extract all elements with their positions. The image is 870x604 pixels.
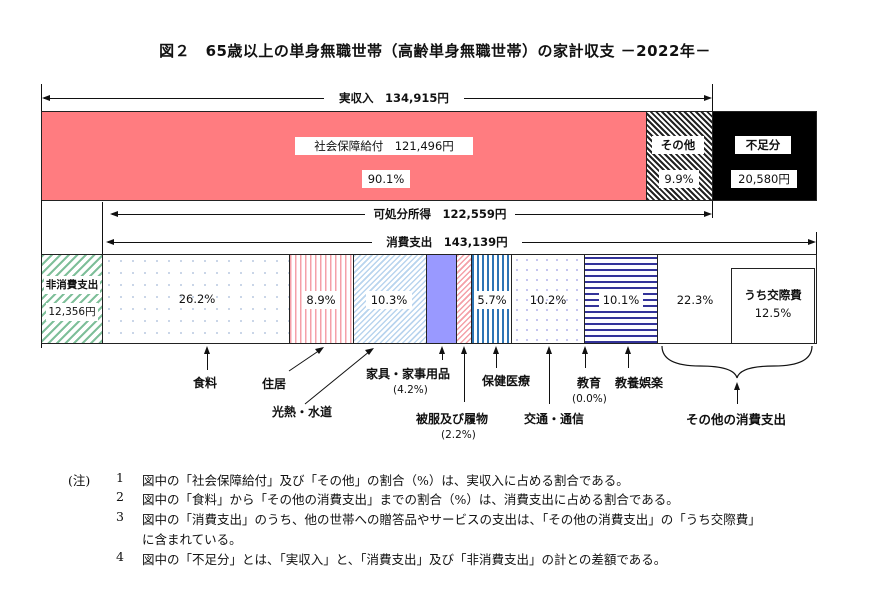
- social-expenses-pct: 12.5%: [742, 304, 804, 322]
- arrow-up-icon: [625, 346, 631, 354]
- medical-pointer: [496, 350, 497, 368]
- clothing-pct: (2.2%): [441, 429, 476, 441]
- arrow-up-icon: [439, 346, 445, 354]
- consumption-label: 消費支出 143,139円: [372, 233, 522, 251]
- education-pointer: [585, 350, 586, 368]
- arrow-left-icon: [42, 95, 50, 101]
- arrow-up-icon: [582, 346, 588, 354]
- deficit-amount: 20,580円: [731, 170, 797, 188]
- non-consumption-label: 非消費支出: [44, 276, 100, 294]
- arrow-right-icon: [704, 211, 712, 217]
- clothing-pointer: [464, 350, 465, 402]
- furniture-label: 家具・家事用品: [366, 367, 451, 381]
- arrow-right-icon: [808, 239, 816, 245]
- arrow-left-icon: [110, 211, 118, 217]
- non-consumption-amount: 12,356円: [46, 303, 98, 321]
- note-2-text: 図中の「食料」から「その他の消費支出」までの割合（%）は、消費支出に占める割合で…: [142, 492, 679, 507]
- deficit-label: 不足分: [735, 136, 791, 154]
- food-pct: 26.2%: [178, 292, 216, 306]
- transport-pct: 10.2%: [529, 293, 567, 307]
- income-left-tick: [41, 84, 42, 111]
- medical-label: 保健医療: [482, 374, 531, 388]
- segment-transport: [511, 254, 585, 344]
- food-label: 食料: [193, 376, 218, 390]
- segment-non-consumption: [41, 254, 103, 344]
- medical-pct: 5.7%: [475, 291, 509, 309]
- other-consumption-label: その他の消費支出: [686, 412, 787, 427]
- note-1-text: 図中の「社会保障給付」及び「その他」の割合（%）は、実収入に占める割合である。: [142, 473, 629, 488]
- note-3-num: 3: [116, 509, 124, 524]
- arrow-up-icon: [461, 346, 467, 354]
- social-security-pct: 90.1%: [362, 170, 410, 188]
- recreation-pointer: [628, 350, 629, 368]
- disposable-income-label: 可処分所得 122,559円: [365, 205, 515, 223]
- other-consumption-pointer: [737, 388, 738, 404]
- utilities-pct: 10.3%: [366, 291, 412, 309]
- utilities-label: 光熱・水道: [272, 405, 333, 419]
- furniture-pointer: [442, 350, 443, 360]
- housing-pct: 8.9%: [302, 291, 340, 309]
- chart-title: 図２ 65歳以上の単身無職世帯（高齢単身無職世帯）の家計収支 －2022年－: [159, 42, 711, 60]
- housing-label: 住居: [262, 377, 287, 391]
- segment-food: [102, 254, 290, 344]
- segment-furniture: [426, 254, 457, 344]
- arrow-up-icon: [204, 346, 210, 354]
- arrow-up-icon: [546, 346, 552, 354]
- note-4-num: 4: [116, 549, 124, 564]
- recreation-label: 教養娯楽: [615, 376, 664, 390]
- arrow-right-icon: [704, 95, 712, 101]
- clothing-label: 被服及び履物: [416, 412, 489, 426]
- note-1-num: 1: [116, 470, 124, 485]
- note-3-cont: に含まれている。: [142, 532, 242, 547]
- arrow-up-icon: [734, 382, 740, 390]
- transport-pointer: [549, 350, 550, 404]
- social-expenses-label: うち交際費: [736, 286, 810, 304]
- note-3-text: 図中の「消費支出」のうち、他の世帯への贈答品やサービスの支出は、「その他の消費支…: [142, 512, 761, 527]
- social-security-label: 社会保障給付 121,496円: [295, 137, 473, 155]
- income-total-label: 実収入 134,915円: [324, 89, 464, 107]
- transport-label: 交通・通信: [524, 412, 585, 426]
- food-pointer: [207, 350, 208, 370]
- note-4-text: 図中の「不足分」とは、「実収入」と、「消費支出」及び「非消費支出」の計との差額で…: [142, 552, 667, 567]
- arrow-up-icon: [493, 346, 499, 354]
- education-pct: (0.0%): [572, 393, 607, 405]
- segment-social-security: [41, 111, 647, 201]
- note-2-num: 2: [116, 489, 124, 504]
- notes-head: (注): [68, 473, 91, 488]
- recreation-pct: 10.1%: [599, 291, 643, 309]
- consumption-left-tick: [102, 202, 103, 254]
- other-consumption-pct: 22.3%: [676, 293, 714, 307]
- other-income-pct: 9.9%: [659, 170, 699, 188]
- other-income-label: その他: [652, 136, 704, 154]
- arrow-left-icon: [106, 239, 114, 245]
- consumption-right-tick: [816, 232, 817, 254]
- furniture-pct: (4.2%): [393, 384, 428, 396]
- education-label: 教育: [577, 376, 602, 390]
